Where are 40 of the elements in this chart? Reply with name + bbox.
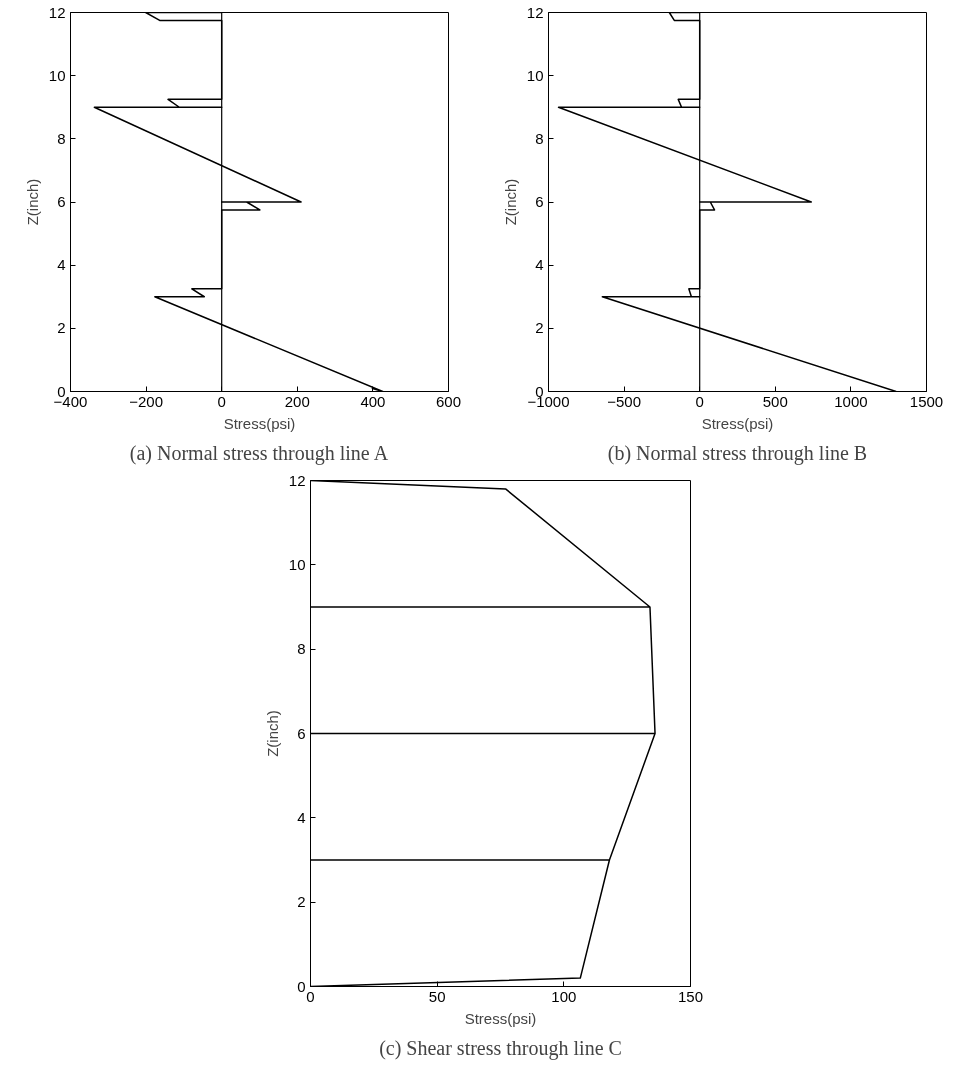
y-tick-label: 4 (297, 808, 306, 826)
x-tick-label: 200 (284, 392, 310, 410)
y-tick-label: 6 (297, 724, 306, 742)
y-axis-title: Z(inch) (501, 178, 519, 226)
y-tick-label: 2 (535, 319, 544, 337)
x-tick-label: −500 (607, 392, 641, 410)
x-tick-label: 100 (551, 987, 577, 1005)
x-tick-label: 600 (435, 392, 462, 410)
y-tick-label: 2 (57, 319, 66, 337)
x-tick-label: −200 (129, 392, 163, 410)
y-tick-label: 2 (297, 893, 306, 911)
x-axis-title: Stress(psi) (701, 414, 774, 432)
x-tick-label: 1500 (909, 392, 944, 410)
y-tick-label: 8 (535, 129, 544, 147)
x-tick-label: 0 (695, 392, 704, 410)
y-tick-label: 4 (535, 256, 544, 274)
y-tick-label: 6 (57, 193, 66, 210)
x-tick-label: 150 (677, 987, 704, 1005)
y-tick-label: 8 (297, 640, 306, 658)
y-axis-title: Z(inch) (23, 178, 41, 226)
x-tick-label: 400 (360, 392, 386, 410)
y-tick-label: 10 (526, 66, 544, 84)
y-tick-label: 6 (535, 193, 544, 210)
x-tick-label: 0 (217, 392, 226, 410)
text: (b) Normal stress through line B (607, 441, 868, 465)
text: (c) Shear stress through line C (379, 1036, 622, 1060)
x-axis-title: Stress(psi) (223, 414, 296, 432)
x-tick-label: 1000 (834, 392, 868, 410)
y-axis-title: Z(inch) (263, 710, 281, 757)
y-tick-label: 10 (48, 66, 66, 84)
y-tick-label: 12 (526, 3, 544, 21)
y-tick-label: 12 (288, 471, 306, 489)
text: (a) Normal stress through line A (129, 441, 389, 465)
y-tick-label: 10 (288, 555, 306, 573)
y-tick-label: 4 (57, 256, 66, 274)
y-tick-label: 8 (57, 129, 66, 147)
x-tick-label: 500 (762, 392, 788, 410)
x-tick-label: 50 (428, 987, 446, 1005)
x-axis-title: Stress(psi) (464, 1009, 537, 1027)
y-tick-label: 12 (48, 3, 66, 21)
